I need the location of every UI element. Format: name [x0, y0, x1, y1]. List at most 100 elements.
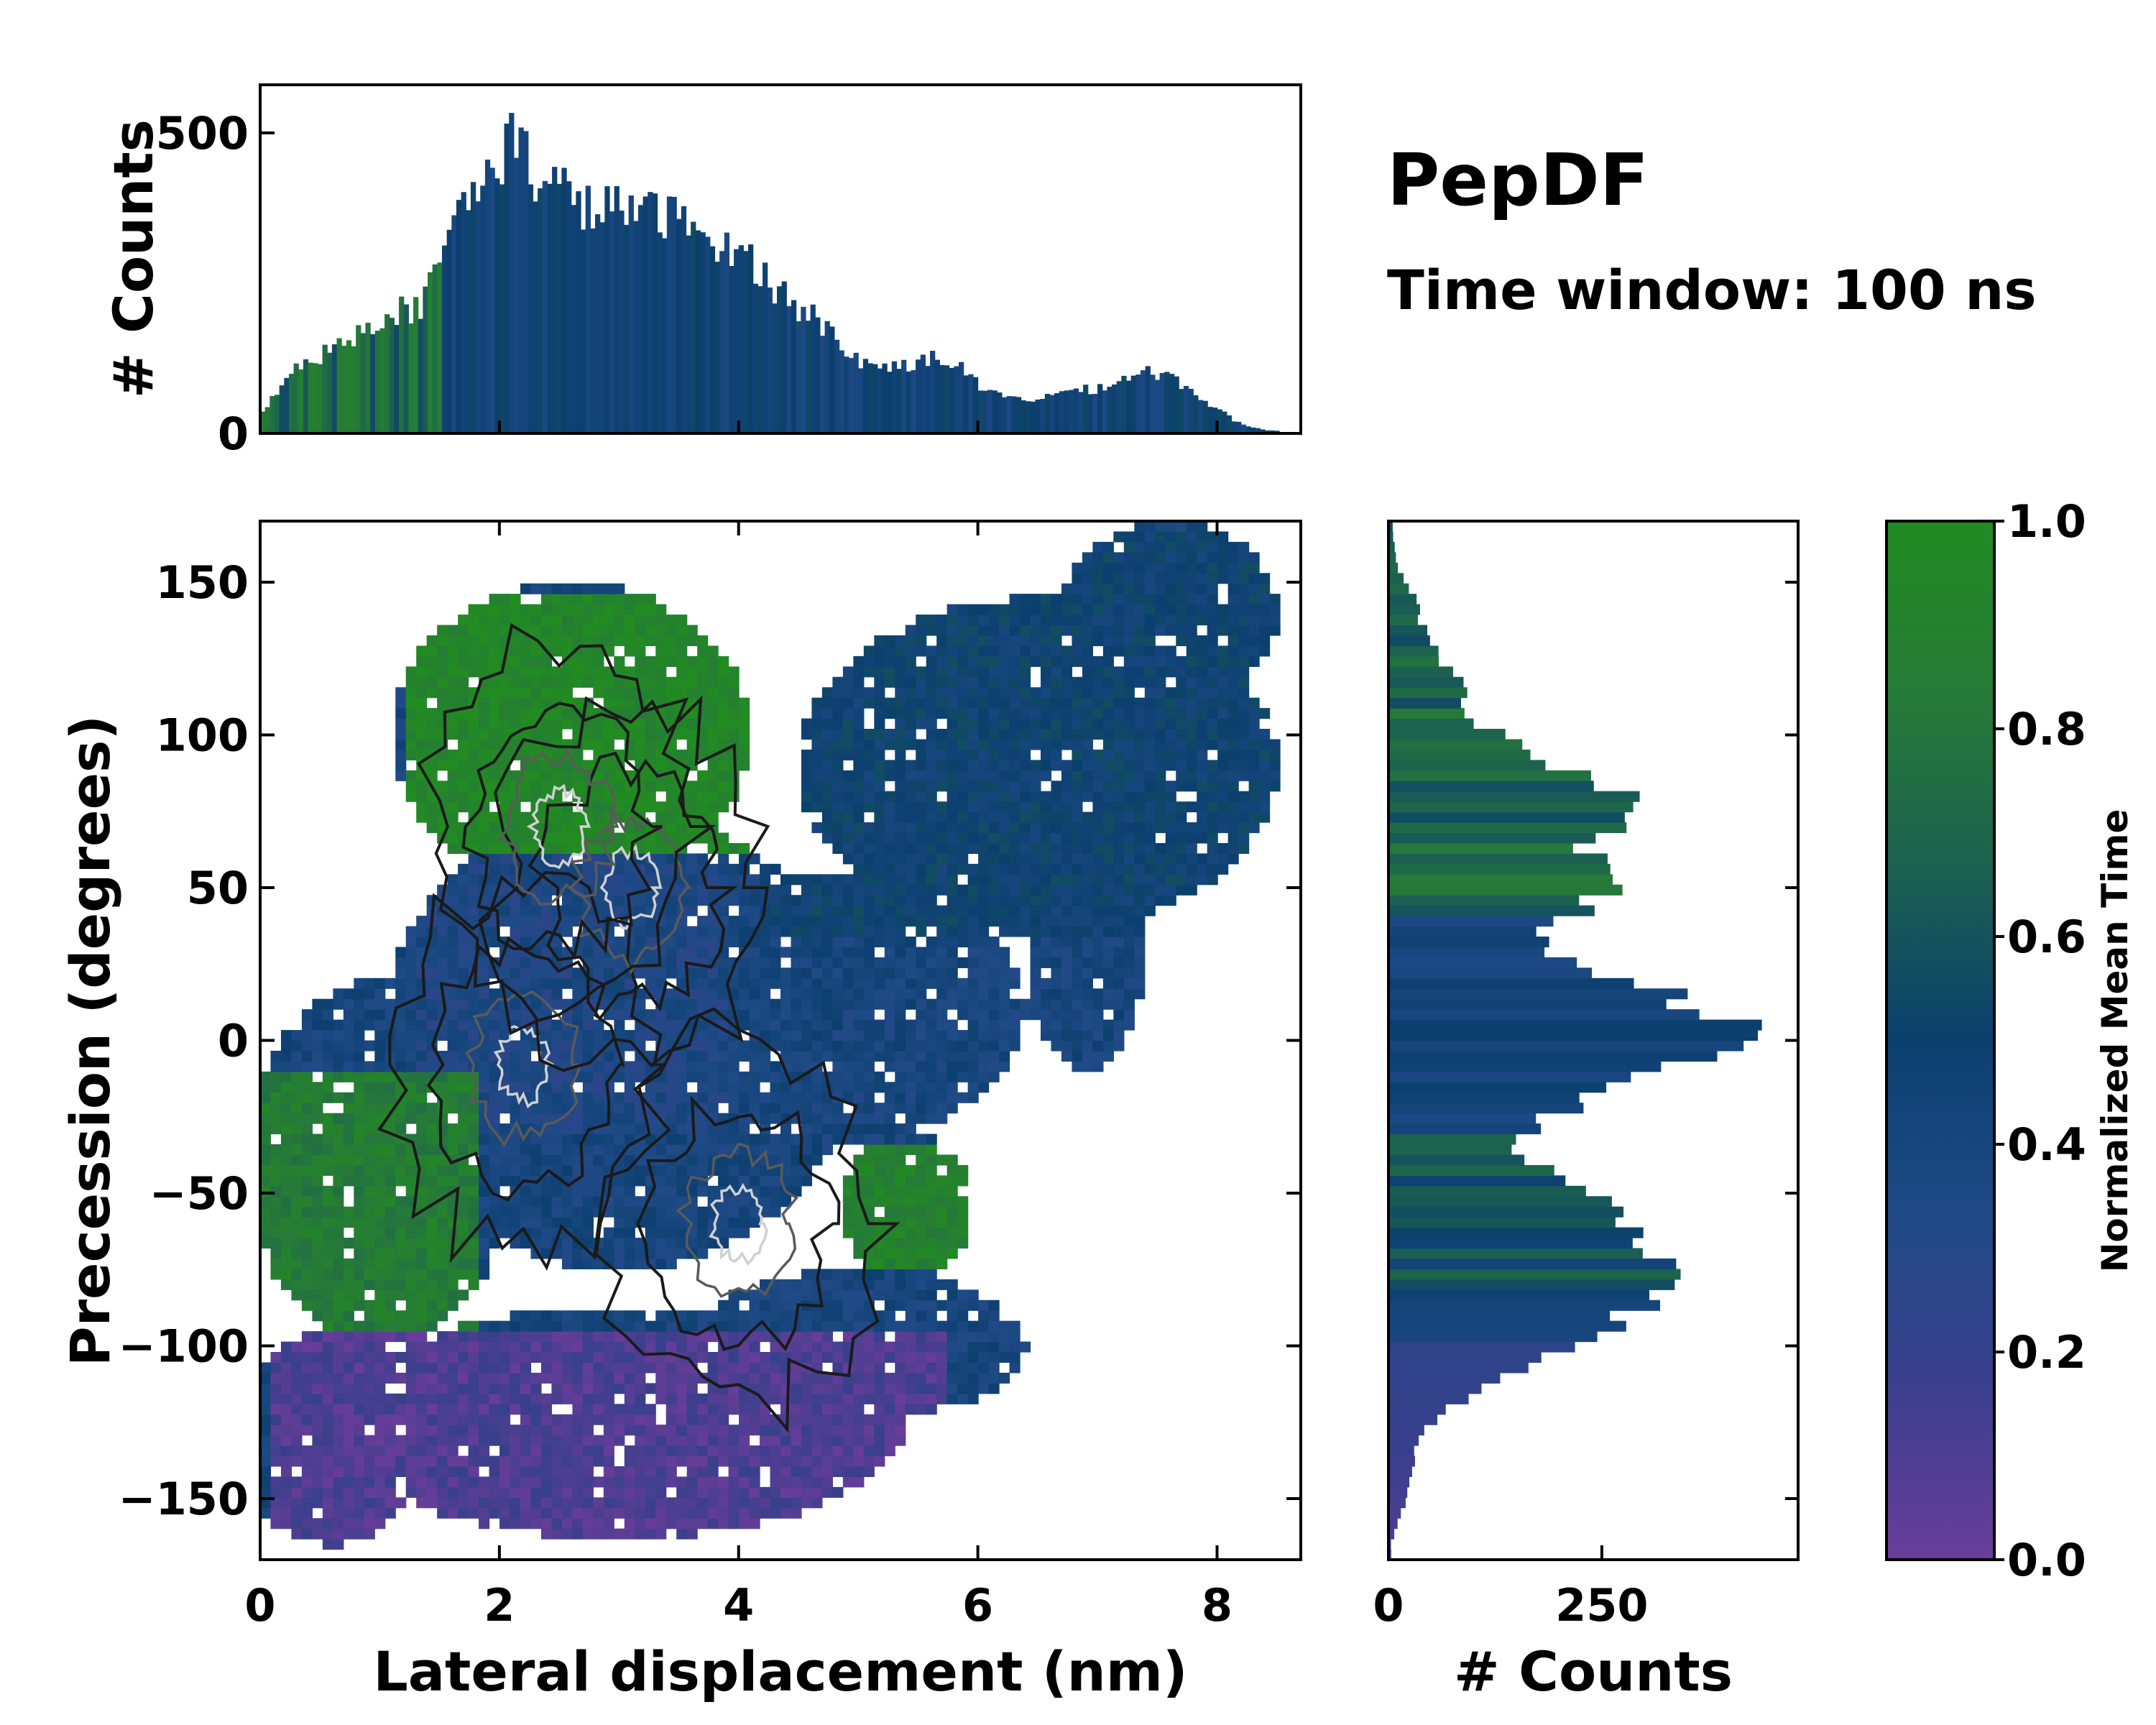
heatmap-cell	[686, 1341, 698, 1353]
heatmap-cell	[291, 1362, 303, 1374]
heatmap-cell	[665, 1372, 677, 1384]
heatmap-cell	[540, 1331, 553, 1343]
heatmap-cell	[863, 1123, 875, 1135]
heatmap-cell	[416, 916, 428, 927]
heatmap-cell	[853, 1248, 865, 1259]
heatmap-cell	[832, 687, 844, 699]
heatmap-cell	[510, 1144, 521, 1156]
heatmap-cell	[405, 791, 417, 802]
heatmap-cell	[499, 1435, 511, 1446]
heatmap-cell	[718, 853, 729, 865]
heatmap-cell	[510, 1175, 521, 1187]
heatmap-cell	[739, 967, 750, 979]
heatmap-cell	[926, 1352, 937, 1363]
heatmap-cell	[884, 957, 895, 968]
top-histogram-bar	[533, 201, 538, 433]
heatmap-cell	[510, 1466, 521, 1477]
heatmap-cell	[905, 625, 916, 636]
heatmap-cell	[333, 1258, 344, 1269]
heatmap-cell	[916, 801, 927, 813]
heatmap-cell	[354, 1518, 365, 1530]
heatmap-cell	[572, 583, 584, 594]
heatmap-cell	[665, 1248, 677, 1259]
heatmap-cell	[301, 1144, 313, 1156]
heatmap-cell	[479, 1019, 490, 1031]
heatmap-cell	[749, 1414, 760, 1425]
heatmap-cell	[686, 739, 698, 750]
heatmap-cell	[437, 697, 448, 709]
heatmap-cell	[739, 1507, 750, 1519]
heatmap-cell	[936, 1248, 948, 1259]
heatmap-cell	[354, 1092, 365, 1103]
heatmap-cell	[905, 1217, 916, 1228]
heatmap-cell	[811, 718, 823, 730]
top-histogram-bar	[1145, 366, 1151, 433]
heatmap-cell	[416, 1185, 428, 1197]
heatmap-cell	[489, 1009, 500, 1021]
heatmap-cell	[874, 978, 885, 989]
heatmap-cell	[593, 895, 604, 906]
heatmap-cell	[603, 1331, 614, 1343]
top-histogram-bar	[379, 328, 385, 433]
heatmap-cell	[447, 1061, 459, 1072]
heatmap-cell	[624, 594, 635, 605]
heatmap-cell	[811, 791, 823, 802]
heatmap-cell	[946, 832, 958, 844]
heatmap-cell	[322, 1404, 333, 1415]
heatmap-cell	[926, 676, 937, 688]
heatmap-cell	[957, 842, 969, 854]
heatmap-cell	[416, 1103, 428, 1114]
heatmap-cell	[354, 1279, 365, 1290]
heatmap-cell	[405, 1279, 417, 1290]
heatmap-cell	[967, 1341, 979, 1353]
heatmap-cell	[728, 1092, 740, 1103]
heatmap-cell	[499, 1331, 511, 1343]
heatmap-cell	[749, 1103, 760, 1114]
heatmap-cell	[853, 811, 865, 823]
heatmap-cell	[614, 1341, 625, 1353]
heatmap-cell	[728, 1518, 740, 1530]
heatmap-cell	[926, 1362, 937, 1374]
heatmap-cell	[853, 791, 865, 802]
heatmap-cell	[322, 1445, 333, 1457]
heatmap-cell	[665, 645, 677, 657]
heatmap-cell	[458, 676, 469, 688]
heatmap-cell	[739, 905, 750, 916]
top-histogram-bar	[327, 352, 333, 433]
heatmap-cell	[936, 832, 948, 844]
heatmap-cell	[322, 998, 333, 1010]
heatmap-cell	[416, 1050, 428, 1062]
heatmap-cell	[291, 1175, 303, 1187]
heatmap-cell	[489, 770, 500, 781]
heatmap-cell	[416, 1404, 428, 1415]
heatmap-cell	[572, 1497, 584, 1509]
heatmap-cell	[437, 656, 448, 667]
heatmap-cell	[301, 1476, 313, 1488]
heatmap-cell	[895, 666, 906, 678]
heatmap-cell	[270, 1476, 282, 1488]
heatmap-cell	[718, 1507, 729, 1519]
heatmap-cell	[354, 998, 365, 1010]
heatmap-cell	[479, 1144, 490, 1156]
heatmap-cell	[707, 1040, 719, 1052]
heatmap-cell	[364, 1258, 375, 1269]
heatmap-cell	[374, 1009, 386, 1021]
heatmap-cell	[811, 1331, 823, 1343]
heatmap-cell	[354, 1466, 365, 1477]
heatmap-cell	[405, 988, 417, 1000]
heatmap-cell	[572, 1362, 584, 1374]
heatmap-cell	[884, 842, 895, 854]
heatmap-cell	[280, 1341, 292, 1353]
heatmap-cell	[801, 1404, 813, 1415]
heatmap-cell	[551, 1455, 563, 1467]
heatmap-cell	[780, 1404, 792, 1415]
heatmap-cell	[551, 676, 563, 688]
heatmap-cell	[260, 1082, 272, 1093]
heatmap-cell	[853, 978, 865, 989]
heatmap-cell	[791, 1393, 802, 1404]
heatmap-cell	[468, 1123, 479, 1135]
heatmap-cell	[916, 1404, 927, 1415]
top-histogram-bar	[303, 359, 309, 433]
heatmap-cell	[551, 811, 563, 823]
